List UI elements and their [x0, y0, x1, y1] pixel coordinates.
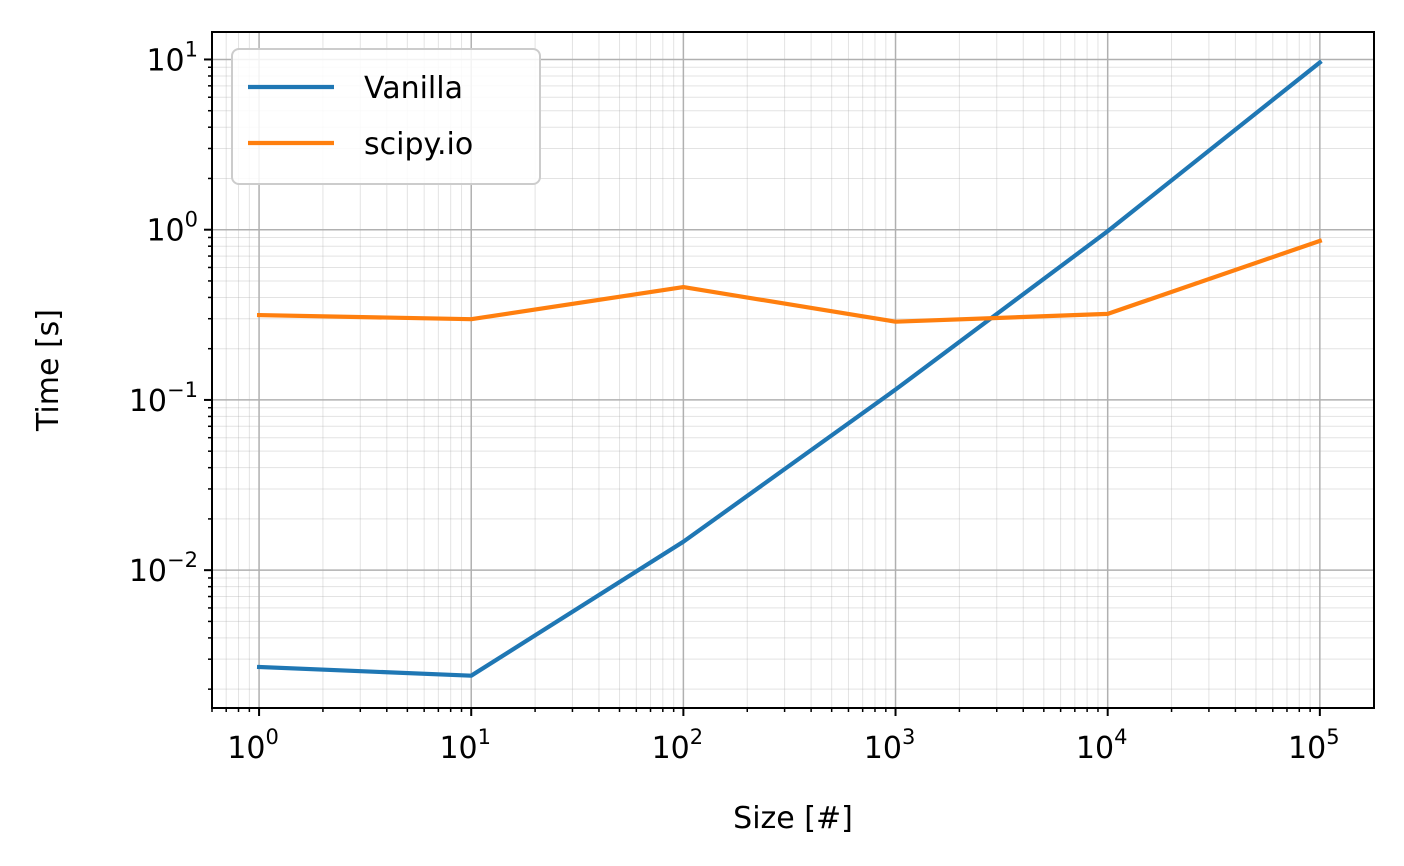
y-axis-title: Time [s]: [31, 309, 66, 432]
series-line-scipy-io: [256, 238, 1323, 324]
x-tick-label: 101: [439, 725, 491, 766]
x-tick-label: 104: [1076, 725, 1128, 766]
x-axis-ticks: 100 101 102 103 104 105: [211, 708, 1340, 766]
series-line-vanilla: [256, 59, 1323, 678]
legend-box: [231, 48, 541, 185]
y-axis-ticks: 10−2 10−1 100 101: [129, 37, 212, 690]
y-tick-label: 10−2: [129, 548, 198, 589]
plot-frame: [211, 31, 1375, 709]
legend: Vanilla scipy.io: [231, 48, 541, 185]
y-tick-label: 10−1: [129, 378, 198, 419]
x-axis-title: Size [#]: [733, 801, 853, 836]
x-tick-label: 102: [652, 725, 704, 766]
y-tick-label: 100: [146, 208, 198, 249]
x-tick-label: 100: [227, 725, 279, 766]
x-tick-label: 103: [864, 725, 916, 766]
x-tick-label: 105: [1288, 725, 1340, 766]
series-layer: [256, 59, 1323, 678]
legend-label: Vanilla: [364, 71, 463, 106]
y-tick-label: 101: [146, 37, 198, 78]
legend-label: scipy.io: [364, 127, 473, 162]
